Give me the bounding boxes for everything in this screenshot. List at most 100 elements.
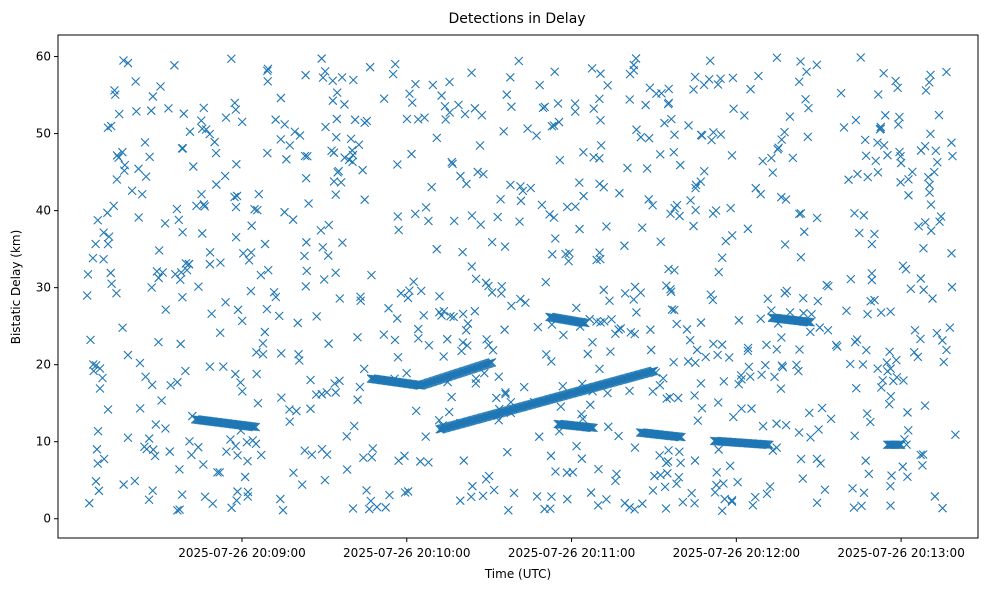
data-point <box>385 490 394 500</box>
data-point <box>455 496 465 506</box>
data-point <box>194 282 203 292</box>
data-point <box>690 456 700 465</box>
data-point <box>160 218 170 228</box>
data-point <box>393 352 403 362</box>
data-point <box>717 340 727 350</box>
data-point <box>95 364 105 373</box>
data-point <box>184 259 194 269</box>
data-point <box>93 215 103 225</box>
data-point <box>796 57 805 66</box>
data-point <box>413 324 423 334</box>
data-point <box>845 359 855 369</box>
data-point <box>205 247 215 257</box>
data-point <box>805 327 815 337</box>
data-point <box>201 125 211 134</box>
data-point <box>761 440 770 449</box>
data-point <box>717 253 727 263</box>
data-point <box>358 165 368 175</box>
data-point <box>932 328 942 338</box>
data-point <box>777 135 787 145</box>
data-point <box>832 342 842 352</box>
data-point <box>733 477 743 487</box>
data-point <box>280 207 289 217</box>
data-point <box>674 472 684 482</box>
data-point <box>602 222 611 231</box>
data-point <box>306 375 315 385</box>
data-point <box>130 476 140 486</box>
data-point <box>926 70 935 80</box>
data-point <box>312 312 322 321</box>
data-point <box>650 471 659 481</box>
data-point <box>812 60 822 70</box>
data-point <box>803 317 813 327</box>
data-point <box>494 372 504 382</box>
data-point <box>271 292 281 302</box>
data-point <box>252 369 262 379</box>
data-point <box>489 485 499 495</box>
data-point <box>262 304 272 314</box>
data-point <box>359 364 369 374</box>
data-point <box>347 146 357 155</box>
data-point <box>340 153 350 163</box>
data-point <box>211 180 221 189</box>
data-point <box>885 347 895 357</box>
data-point <box>165 447 175 456</box>
data-point <box>914 221 924 231</box>
data-point <box>481 278 491 288</box>
data-point <box>815 323 825 332</box>
data-point <box>839 123 849 132</box>
data-point <box>316 226 326 235</box>
data-point <box>135 403 145 413</box>
data-point <box>853 169 862 179</box>
data-point <box>146 106 156 116</box>
data-point <box>413 333 423 343</box>
data-point <box>707 135 716 145</box>
data-point <box>379 94 389 104</box>
data-point <box>903 472 912 482</box>
data-point <box>720 494 730 504</box>
data-point <box>894 440 903 450</box>
data-point <box>545 209 554 219</box>
data-point <box>372 502 382 512</box>
data-point <box>112 151 122 160</box>
data-point <box>86 335 95 345</box>
data-point <box>154 273 164 283</box>
data-point <box>893 83 903 93</box>
data-point <box>863 309 872 319</box>
data-point <box>934 110 944 120</box>
data-point <box>546 357 556 366</box>
data-point <box>669 305 679 315</box>
data-point <box>99 228 109 237</box>
data-point <box>199 200 209 209</box>
data-point <box>301 237 311 247</box>
data-point <box>669 265 679 275</box>
data-point <box>813 296 823 306</box>
data-point <box>537 200 547 210</box>
data-point <box>82 291 92 300</box>
data-point <box>762 489 772 499</box>
data-point <box>772 443 782 452</box>
data-point <box>185 127 195 137</box>
data-point <box>107 279 117 289</box>
data-point <box>250 422 259 432</box>
data-point <box>686 196 695 205</box>
data-point <box>297 480 307 490</box>
data-point <box>178 292 187 302</box>
data-point <box>384 303 393 313</box>
data-point <box>677 432 686 442</box>
data-point <box>768 168 778 178</box>
data-point <box>192 201 201 211</box>
data-point <box>493 212 503 222</box>
data-point <box>176 267 186 277</box>
data-point <box>670 203 679 213</box>
data-point <box>242 437 252 447</box>
y-tick-label: 20 <box>36 358 51 372</box>
data-point <box>587 423 597 433</box>
data-point <box>666 287 676 297</box>
data-point <box>586 423 596 432</box>
data-point <box>301 70 310 80</box>
data-point <box>672 319 682 329</box>
data-point <box>98 373 107 383</box>
data-point <box>166 380 176 390</box>
